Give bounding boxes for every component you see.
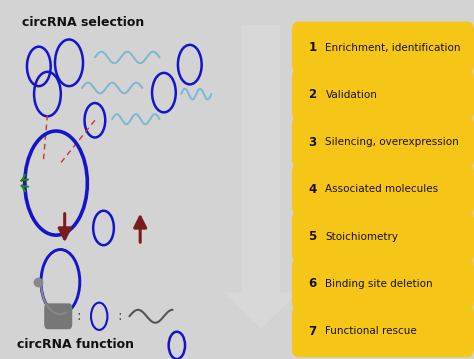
Text: circRNA function: circRNA function — [17, 338, 134, 351]
Text: Enrichment, identification: Enrichment, identification — [326, 43, 461, 52]
Text: 5: 5 — [309, 230, 317, 243]
Text: 7: 7 — [309, 325, 317, 338]
Text: Associated molecules: Associated molecules — [326, 185, 438, 194]
Text: 2: 2 — [309, 88, 317, 101]
FancyBboxPatch shape — [292, 305, 474, 357]
Text: Functional rescue: Functional rescue — [326, 326, 417, 336]
Text: 3: 3 — [309, 136, 317, 149]
Text: ×: × — [21, 178, 27, 188]
Text: Stoichiometry: Stoichiometry — [326, 232, 399, 242]
FancyBboxPatch shape — [292, 258, 474, 310]
Text: 1: 1 — [309, 41, 317, 54]
Text: :: : — [76, 309, 81, 323]
FancyBboxPatch shape — [292, 116, 474, 168]
Text: 6: 6 — [309, 278, 317, 290]
Text: :: : — [118, 309, 122, 323]
FancyBboxPatch shape — [292, 211, 474, 263]
Text: Validation: Validation — [326, 90, 377, 100]
FancyBboxPatch shape — [292, 69, 474, 121]
Text: circRNA selection: circRNA selection — [22, 16, 144, 29]
Text: Silencing, overexpression: Silencing, overexpression — [326, 137, 459, 147]
Polygon shape — [223, 25, 298, 328]
FancyBboxPatch shape — [44, 303, 72, 329]
FancyBboxPatch shape — [292, 22, 474, 74]
FancyBboxPatch shape — [292, 163, 474, 215]
Text: Binding site deletion: Binding site deletion — [326, 279, 433, 289]
Text: 4: 4 — [309, 183, 317, 196]
